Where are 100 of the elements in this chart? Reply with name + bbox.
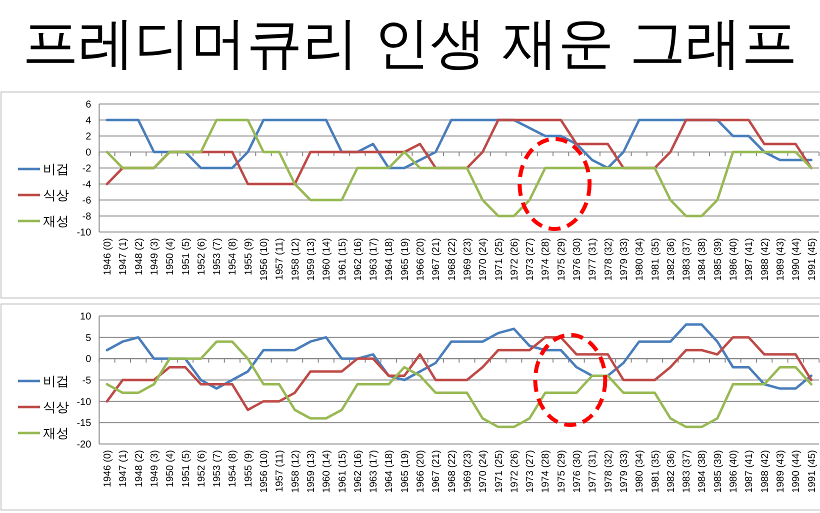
x-tick-label: 1963 (17) [368,450,380,493]
x-tick-label: 1953 (7) [212,450,224,488]
x-tick-label: 1968 (22) [446,238,458,281]
x-tick-label: 1984 (38) [697,238,708,281]
x-tick-label: 1957 (11) [274,238,286,280]
x-tick-label: 1951 (5) [180,238,192,276]
y-tick-label: -15 [76,418,92,430]
x-tick-label: 1958 (12) [290,238,302,281]
x-tick-label: 1960 (14) [322,238,333,281]
y-tick-label: -10 [76,396,92,408]
x-tick-label: 1988 (42) [760,238,771,281]
legend-label: 식상 [43,188,69,202]
legend-label: 식상 [43,400,69,414]
x-tick-label: 1988 (42) [760,450,771,493]
legend-label: 비겁 [43,374,69,388]
x-tick-label: 1967 (21) [431,450,442,493]
x-tick-label: 1969 (23) [462,450,474,493]
x-tick-label: 1958 (12) [290,450,302,493]
x-tick-label: 1962 (16) [352,450,364,493]
x-tick-label: 1964 (18) [384,450,396,493]
x-tick-label: 1947 (1) [118,450,130,488]
x-tick-label: 1950 (4) [165,238,176,276]
x-tick-label: 1989 (43) [775,238,786,281]
x-tick-label: 1964 (18) [384,238,396,281]
x-tick-label: 1991 (45) [806,450,818,493]
x-tick-label: 1978 (32) [603,238,614,281]
x-tick-label: 1949 (3) [149,450,160,488]
y-tick-label: -20 [76,440,92,450]
x-tick-label: 1952 (6) [196,238,208,276]
x-tick-label: 1974 (28) [540,238,552,281]
y-tick-label: -10 [76,228,92,238]
y-tick-label: 2 [86,132,92,142]
x-tick-label: 1981 (35) [650,450,662,493]
x-tick-label: 1950 (4) [165,450,176,488]
x-tick-label: 1970 (24) [478,238,490,281]
x-tick-label: 1986 (40) [728,450,740,493]
x-tick-label: 1977 (31) [588,450,599,493]
x-tick-label: 1975 (29) [556,238,568,281]
x-tick-label: 1971 (25) [494,238,505,281]
x-tick-label: 1975 (29) [556,450,568,493]
x-tick-label: 1987 (41) [744,238,756,281]
x-tick-label: 1955 (9) [243,450,254,488]
x-tick-label: 1961 (15) [337,238,348,281]
legend-label: 재성 [43,426,69,440]
x-tick-label: 1972 (26) [509,450,520,493]
x-tick-label: 1956 (10) [259,238,270,281]
x-tick-label: 1965 (19) [400,238,411,281]
y-tick-label: -4 [82,180,92,190]
x-tick-label: 1966 (20) [416,450,426,493]
x-tick-label: 1962 (16) [352,238,364,281]
x-tick-label: 1972 (26) [509,238,520,281]
x-tick-label: 1959 (13) [306,450,317,493]
x-tick-label: 1970 (24) [478,450,490,493]
line-series [106,336,812,412]
x-tick-label: 1968 (22) [446,450,458,493]
x-tick-label: 1984 (38) [697,450,708,493]
y-tick-label: 0 [86,148,92,158]
x-tick-label: 1953 (7) [212,238,224,276]
y-tick-label: 6 [86,100,92,110]
y-tick-label: -6 [82,196,92,206]
x-tick-label: 1987 (41) [744,450,756,493]
x-tick-label: 1960 (14) [322,450,333,493]
x-tick-label: 1966 (20) [416,238,426,281]
x-tick-label: 1951 (5) [180,450,192,488]
y-tick-label: 5 [86,332,92,344]
y-tick-label: 10 [80,312,92,322]
x-tick-label: 1983 (37) [682,238,693,281]
x-tick-label: 1990 (44) [791,238,802,281]
x-tick-label: 1952 (6) [196,450,208,488]
x-tick-label: 1973 (27) [525,450,536,493]
x-tick-label: 1948 (2) [134,238,145,276]
x-tick-label: 1974 (28) [540,450,552,493]
chart-title: 프레디머큐리 인생 재운 그래프 [22,11,798,74]
x-tick-label: 1989 (43) [775,450,786,493]
line-series [106,118,812,218]
x-tick-label: 1946 (0) [102,450,114,488]
x-tick-label: 1948 (2) [134,450,145,488]
x-tick-label: 1969 (23) [462,238,474,281]
x-tick-label: 1973 (27) [525,238,536,281]
x-tick-label: 1985 (39) [712,238,724,281]
x-tick-label: 1967 (21) [431,238,442,281]
x-tick-label: 1980 (34) [634,238,646,281]
x-tick-label: 1977 (31) [588,238,599,281]
x-tick-label: 1980 (34) [634,450,646,493]
x-tick-label: 1954 (8) [228,450,239,488]
x-tick-label: 1954 (8) [228,238,239,276]
y-tick-label: 4 [86,116,92,126]
x-tick-label: 1976 (30) [572,450,583,493]
x-tick-label: 1956 (10) [259,450,270,493]
x-tick-label: 1947 (1) [118,238,130,276]
x-tick-label: 1971 (25) [494,450,505,493]
x-tick-label: 1979 (33) [618,450,630,493]
x-tick-label: 1965 (19) [400,450,411,493]
x-tick-label: 1961 (15) [337,450,348,493]
x-tick-label: 1991 (45) [806,238,818,281]
x-tick-label: 1949 (3) [149,238,160,276]
x-tick-label: 1979 (33) [618,238,630,281]
x-tick-label: 1986 (40) [728,238,740,281]
x-tick-label: 1959 (13) [306,238,317,281]
x-tick-label: 1963 (17) [368,238,380,281]
